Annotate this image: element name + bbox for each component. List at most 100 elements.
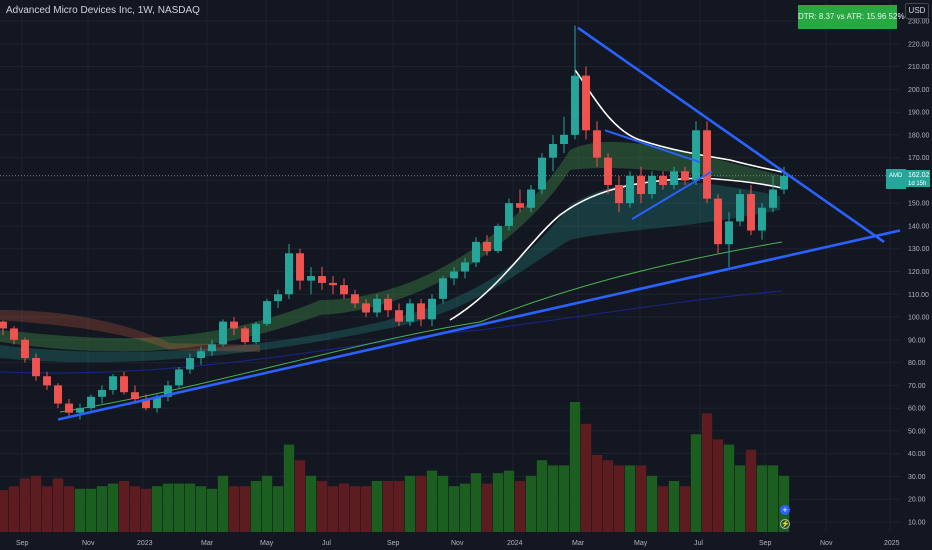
candle-body-35 bbox=[384, 298, 392, 311]
candle-body-69 bbox=[758, 207, 766, 231]
volume-bar-17 bbox=[184, 483, 196, 532]
candle-body-64 bbox=[703, 130, 711, 199]
x-tick-10: May bbox=[634, 540, 648, 547]
volume-bar-71 bbox=[778, 475, 790, 532]
y-tick-230: 230.00 bbox=[908, 19, 930, 26]
y-tick-150: 150.00 bbox=[908, 201, 930, 208]
volume-bar-48 bbox=[525, 475, 537, 532]
volume-bar-56 bbox=[613, 465, 625, 532]
y-tick-40: 40.00 bbox=[908, 451, 926, 458]
volume-bar-31 bbox=[338, 483, 350, 532]
volume-bar-24 bbox=[261, 475, 273, 532]
y-tick-30: 30.00 bbox=[908, 474, 926, 481]
volume-bar-38 bbox=[415, 475, 427, 532]
candle-body-18 bbox=[197, 351, 205, 359]
volume-bar-50 bbox=[547, 465, 559, 532]
volume-bar-36 bbox=[393, 481, 405, 532]
volume-bar-10 bbox=[107, 483, 119, 532]
x-tick-7: Nov bbox=[451, 540, 464, 547]
candle-body-44 bbox=[483, 241, 491, 252]
candle-body-52 bbox=[571, 75, 579, 135]
candles bbox=[0, 25, 788, 420]
y-tick-80: 80.00 bbox=[908, 360, 926, 367]
x-tick-9: Mar bbox=[572, 540, 585, 547]
lightning-icon[interactable]: ⚡ bbox=[780, 519, 790, 529]
candle-body-61 bbox=[670, 171, 678, 185]
ma-green bbox=[59, 241, 783, 413]
volume-bar-19 bbox=[206, 488, 218, 532]
dtr-indicator-box: DTR: 8.37 vs ATR: 15.96 52% bbox=[798, 5, 905, 29]
volume-bar-49 bbox=[536, 460, 548, 532]
trendline-resistance bbox=[577, 26, 885, 243]
volume-bar-52 bbox=[569, 402, 581, 532]
volume-bar-54 bbox=[591, 455, 603, 532]
candle-body-26 bbox=[285, 253, 293, 295]
candle-body-41 bbox=[450, 271, 458, 279]
volume-bar-44 bbox=[481, 483, 493, 532]
volume-bar-41 bbox=[448, 486, 460, 532]
y-tick-110: 110.00 bbox=[908, 292, 929, 299]
volume-bar-34 bbox=[371, 481, 383, 532]
volume-bar-3 bbox=[30, 475, 42, 532]
candle-body-68 bbox=[747, 194, 755, 231]
x-tick-3: Mar bbox=[201, 540, 214, 547]
candle-body-27 bbox=[296, 253, 304, 281]
price-tag: AMD 162.02 1d 15h bbox=[886, 169, 930, 189]
candle-body-20 bbox=[219, 321, 227, 345]
candle-body-46 bbox=[505, 203, 513, 226]
trendline-inner-upper bbox=[604, 129, 701, 164]
volume-bar-40 bbox=[437, 475, 449, 532]
volume-bar-57 bbox=[624, 465, 636, 532]
y-tick-200: 200.00 bbox=[908, 87, 930, 94]
volume-bar-70 bbox=[767, 465, 779, 532]
volume-bar-5 bbox=[52, 478, 64, 532]
volume-bar-69 bbox=[756, 465, 768, 532]
candle-body-15 bbox=[164, 385, 172, 397]
candle-body-33 bbox=[362, 303, 370, 313]
y-tick-70: 70.00 bbox=[908, 383, 926, 390]
volume-bar-32 bbox=[349, 486, 361, 532]
volume-bar-55 bbox=[602, 460, 614, 532]
candle-body-1 bbox=[10, 328, 18, 340]
candle-body-38 bbox=[417, 303, 425, 320]
candle-body-48 bbox=[527, 189, 535, 208]
x-tick-0: Sep bbox=[16, 540, 29, 547]
volume-bar-8 bbox=[85, 488, 97, 532]
candle-body-67 bbox=[736, 194, 744, 222]
price-tag-symbol: AMD bbox=[889, 173, 903, 179]
candle-body-10 bbox=[109, 376, 117, 390]
candle-body-53 bbox=[582, 75, 590, 131]
volume-bar-47 bbox=[514, 481, 526, 532]
candle-body-25 bbox=[274, 294, 282, 302]
volume-bar-66 bbox=[723, 444, 735, 532]
volume-bar-27 bbox=[294, 460, 306, 532]
candle-body-0 bbox=[0, 321, 7, 329]
candle-body-54 bbox=[593, 130, 601, 158]
currency-button[interactable]: USD bbox=[905, 3, 929, 19]
candle-body-51 bbox=[560, 134, 568, 144]
candle-body-55 bbox=[604, 157, 612, 185]
candle-body-34 bbox=[373, 298, 381, 313]
candle-body-9 bbox=[98, 389, 106, 397]
candle-body-71 bbox=[780, 175, 788, 190]
volume-bar-51 bbox=[558, 465, 570, 532]
candle-body-30 bbox=[329, 282, 337, 286]
volume-bar-35 bbox=[382, 481, 394, 532]
volume-bar-26 bbox=[283, 444, 295, 532]
y-tick-180: 180.00 bbox=[908, 132, 930, 139]
x-tick-6: Sep bbox=[387, 540, 400, 547]
volume-bar-22 bbox=[239, 486, 251, 532]
y-tick-220: 220.00 bbox=[908, 41, 930, 48]
candle-body-4 bbox=[43, 376, 51, 386]
plus-circle-icon[interactable]: + bbox=[780, 505, 790, 515]
candle-body-62 bbox=[681, 171, 689, 181]
candle-body-58 bbox=[637, 175, 645, 195]
volume-bar-30 bbox=[327, 486, 339, 532]
ma-ribbons bbox=[0, 141, 780, 363]
candle-body-70 bbox=[769, 189, 777, 208]
y-tick-60: 60.00 bbox=[908, 406, 926, 413]
ma-white-1 bbox=[449, 177, 783, 321]
volume-bar-61 bbox=[668, 481, 680, 532]
candle-body-19 bbox=[208, 344, 216, 352]
